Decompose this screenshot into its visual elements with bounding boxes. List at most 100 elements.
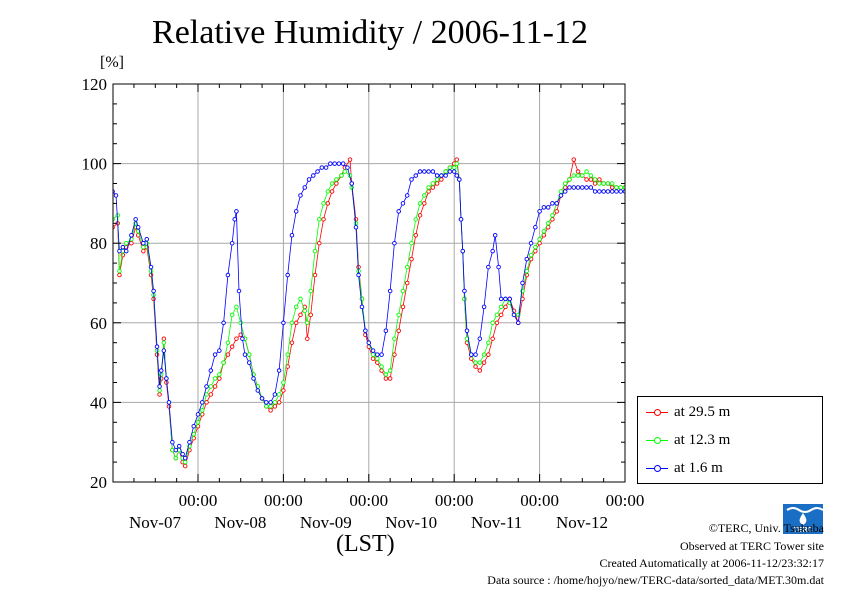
data-point (417, 201, 423, 206)
data-point (272, 400, 278, 405)
data-point (533, 225, 538, 230)
data-point (726, 353, 730, 357)
data-point (443, 169, 448, 174)
data-point (628, 241, 632, 245)
data-point (383, 328, 389, 334)
data-point (592, 177, 598, 182)
data-point (426, 185, 431, 190)
data-point (434, 181, 440, 186)
data-point (422, 193, 427, 198)
data-point (454, 161, 460, 166)
y-tick-label: 100 (82, 155, 108, 174)
y-tick-label: 120 (82, 75, 108, 94)
data-point (221, 320, 226, 326)
data-point (161, 348, 167, 353)
legend-marker-green (646, 435, 668, 445)
data-point (272, 392, 278, 397)
data-point (597, 189, 602, 194)
data-point (176, 443, 182, 449)
data-point (387, 376, 393, 381)
data-point (609, 189, 615, 194)
data-point (494, 312, 500, 318)
data-point (370, 352, 376, 357)
data-point (734, 369, 738, 373)
data-point (409, 240, 414, 246)
data-point (726, 357, 730, 361)
data-point (356, 272, 361, 278)
data-point (417, 213, 423, 218)
data-point (255, 388, 261, 393)
data-point (666, 329, 670, 333)
data-point (462, 296, 467, 302)
data-point (272, 404, 278, 409)
data-point (141, 240, 146, 246)
data-point (649, 305, 653, 309)
data-point (626, 194, 630, 198)
data-point (516, 320, 521, 326)
data-point (334, 181, 339, 186)
data-point (259, 396, 265, 401)
data-point (323, 165, 329, 170)
data-point (328, 161, 333, 166)
data-point (503, 304, 508, 310)
data-point (734, 377, 738, 381)
data-point (141, 248, 146, 254)
data-point (626, 194, 630, 198)
data-point (308, 288, 313, 294)
data-point (212, 384, 218, 389)
data-point (439, 177, 444, 182)
data-point (332, 161, 337, 166)
data-point (626, 190, 630, 194)
data-point (319, 165, 325, 170)
data-point (268, 400, 273, 405)
data-point (234, 336, 239, 341)
data-point (285, 272, 290, 278)
data-point (601, 181, 606, 186)
data-point (494, 320, 500, 326)
y-axis-unit: [%] (100, 54, 124, 71)
data-point (124, 240, 129, 246)
data-point (490, 248, 495, 254)
data-point (413, 217, 419, 222)
data-point (404, 264, 410, 270)
data-point (670, 325, 674, 329)
data-point (157, 392, 162, 397)
data-point (353, 225, 359, 230)
x-tick-time-label: 00:00 (520, 491, 559, 510)
data-point (567, 185, 572, 190)
data-point (676, 369, 680, 373)
data-point (709, 389, 713, 393)
data-point (451, 169, 457, 174)
data-point (195, 420, 201, 425)
legend-marker-red (646, 407, 668, 417)
data-point (558, 193, 564, 198)
data-point (738, 377, 742, 381)
data-point (575, 169, 581, 174)
data-point (195, 412, 201, 417)
data-point (524, 256, 530, 262)
data-point (298, 193, 303, 198)
x-tick-date-label: Nov-08 (214, 513, 266, 532)
data-point (673, 337, 677, 341)
data-point (141, 244, 146, 250)
data-point (182, 455, 188, 461)
data-point (541, 205, 547, 210)
data-point (298, 312, 303, 318)
data-point (584, 169, 589, 174)
data-point (469, 352, 474, 357)
data-point (439, 173, 444, 178)
data-point (251, 376, 256, 381)
series-line (113, 158, 625, 468)
data-point (268, 408, 273, 413)
data-point (117, 248, 122, 254)
data-point (609, 181, 615, 186)
data-point (366, 340, 372, 345)
data-point (645, 321, 649, 325)
data-point (221, 360, 226, 365)
data-point (730, 361, 734, 365)
data-point (212, 352, 218, 357)
data-point (649, 325, 653, 329)
data-point (490, 336, 495, 341)
data-point (120, 244, 126, 250)
data-point (317, 240, 322, 246)
